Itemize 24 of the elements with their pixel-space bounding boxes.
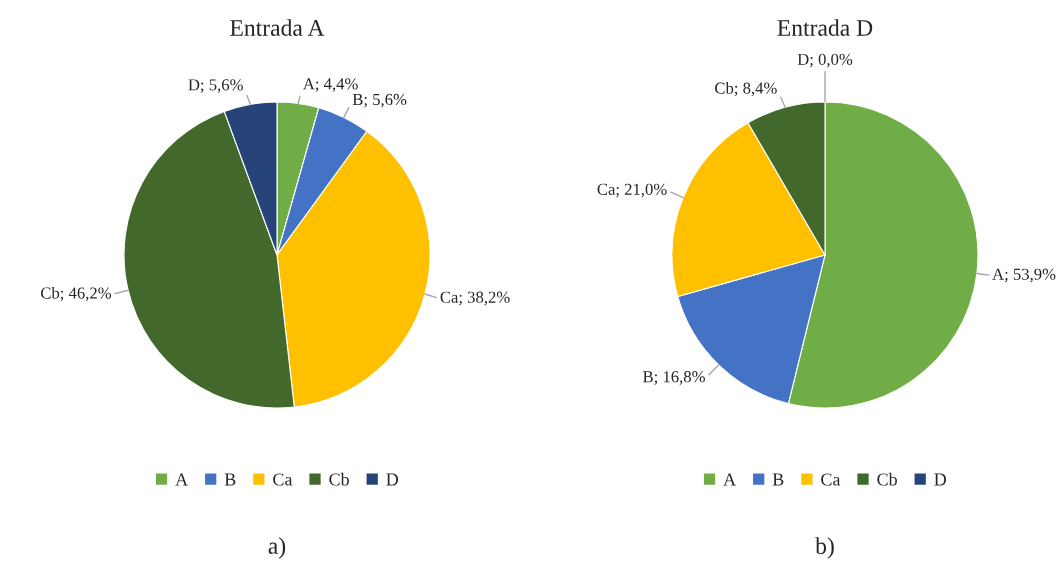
legend-label: Cb <box>329 472 349 486</box>
data-label: B; 5,6% <box>352 93 407 108</box>
text: D; 0,0% <box>797 53 853 68</box>
legend-label: Ca <box>821 473 841 486</box>
text: a) <box>268 537 286 559</box>
legend-label: Ca <box>273 473 293 486</box>
chart-title: Entrada A <box>230 19 325 36</box>
legend-label: Cb <box>877 472 897 486</box>
chart-title: Entrada D <box>777 19 873 36</box>
data-label: Cb; 8,4% <box>715 82 777 97</box>
legend-label: D <box>386 473 399 486</box>
data-label: B; 16,8% <box>643 371 705 385</box>
data-label: A; 4,4% <box>302 78 358 92</box>
data-label: Cb; 46,2% <box>41 286 112 302</box>
legend-label: B <box>772 473 784 486</box>
data-label: D; 5,6% <box>188 79 243 93</box>
data-label: Ca; 21,0% <box>597 183 667 198</box>
legend-label: B <box>224 473 236 486</box>
legend-label: A <box>175 473 188 486</box>
legend-label: A <box>723 473 736 486</box>
legend-label: D <box>934 473 947 486</box>
data-label: A; 53,9% <box>992 268 1056 283</box>
data-label: Ca; 38,2% <box>440 291 510 306</box>
text: b) <box>815 537 834 559</box>
